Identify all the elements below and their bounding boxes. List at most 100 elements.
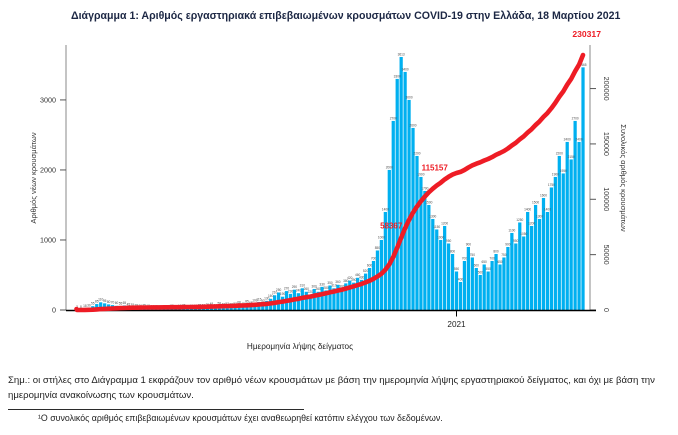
bar	[360, 279, 364, 310]
bar-value-label: 35	[131, 303, 135, 307]
bar-value-label: 330	[319, 282, 325, 286]
total-cases-label: 230317	[572, 29, 601, 39]
bar-value-label: 3000	[406, 95, 413, 99]
bar-value-label: 700	[462, 256, 468, 260]
bar	[561, 173, 565, 310]
chart-note: Σημ.: οι στήλες στο Διάγραμμα 1 εκφράζου…	[8, 375, 655, 401]
bar	[375, 250, 380, 310]
bar-value-label: 800	[493, 249, 499, 253]
bar	[201, 308, 206, 310]
cumulative-line	[74, 52, 586, 313]
bar	[391, 120, 395, 311]
bar	[193, 308, 198, 310]
y-axis-right-tick-label: 200000	[602, 77, 611, 101]
bar-value-label: 1750	[548, 183, 555, 187]
bar	[356, 277, 360, 310]
bar-value-label: 85	[245, 299, 249, 303]
bar	[308, 294, 312, 310]
bar-value-label: 70	[111, 301, 115, 305]
bar-value-label: 900	[505, 242, 511, 246]
bar-value-label: 1400	[382, 207, 389, 211]
bar-value-label: 1300	[536, 214, 543, 218]
bar	[304, 291, 308, 310]
bar-value-label: 300	[312, 284, 318, 288]
data-revision-footnote: ¹Ο συνολικός αριθμός επιβεβαιωμένων κρου…	[38, 413, 443, 423]
bar	[494, 253, 498, 310]
bar-value-label: 3465	[579, 63, 586, 67]
bar	[383, 211, 387, 310]
bar	[261, 303, 265, 310]
bar	[549, 187, 554, 310]
bar-value-label: 650	[497, 260, 503, 264]
bar	[522, 236, 526, 310]
bar-value-label: 1400	[524, 207, 531, 211]
bar	[530, 225, 534, 310]
bar-value-label: 115	[256, 297, 261, 301]
bar-value-label: 240	[296, 289, 302, 293]
bar-value-label: 90	[261, 299, 265, 303]
bar-value-label: 290	[292, 285, 298, 289]
bar-value-label: 1000	[437, 235, 444, 239]
bar	[213, 307, 217, 310]
bar-value-label: 1200	[441, 221, 448, 225]
bar	[510, 232, 514, 310]
bar-value-label: 2400	[576, 137, 583, 141]
bar-value-label: 460	[355, 273, 361, 277]
y-axis-right-tick-label: 0	[602, 308, 611, 312]
bar-value-label: 650	[482, 260, 488, 264]
bar-value-label: 1100	[508, 228, 515, 232]
bar	[336, 284, 340, 310]
bar	[99, 302, 103, 310]
bar-value-label: 1700	[421, 186, 428, 190]
bar-value-label: 3400	[402, 67, 409, 71]
bar	[348, 280, 352, 310]
bar-value-label: 1500	[532, 200, 539, 204]
bar-value-label: 900	[466, 242, 472, 246]
y-axis-left-tick-label: 2000	[40, 166, 56, 175]
y-axis-left-title: Αριθμός νέων κρουσμάτων	[29, 132, 38, 223]
bar-value-label: 300	[339, 284, 345, 288]
bar	[403, 71, 407, 310]
bar	[221, 307, 225, 310]
bar	[435, 229, 439, 310]
bar-value-label: 60	[115, 301, 119, 305]
bar-value-label: 95	[103, 299, 107, 303]
bar	[470, 257, 474, 310]
bar-value-label: 2700	[572, 116, 579, 120]
bar	[399, 57, 403, 310]
bar-value-label: 700	[489, 256, 495, 260]
bar	[439, 239, 443, 310]
bar	[581, 67, 585, 310]
bar-value-label: 1150	[433, 225, 440, 229]
bar	[462, 260, 467, 310]
bar-value-label: 48	[210, 302, 214, 306]
bar-value-label: 230	[288, 289, 294, 293]
bar-value-label: 800	[450, 249, 456, 253]
bar	[577, 141, 581, 310]
bar	[526, 211, 530, 310]
bar	[371, 260, 376, 310]
bar-value-label: 260	[315, 287, 321, 291]
bar-value-label: 700	[371, 256, 377, 260]
bar-value-label: 1900	[417, 172, 424, 176]
y-axis-right-tick-label: 100000	[602, 187, 611, 211]
bar-value-label: 250	[276, 288, 282, 292]
bar	[533, 204, 538, 310]
bar-value-label: 52	[225, 302, 229, 306]
bar-value-label: 750	[501, 253, 507, 257]
bar	[545, 211, 550, 310]
y-axis-left: 0 1000 2000 3000	[40, 45, 67, 315]
bar	[415, 155, 419, 310]
bar-value-label: 58	[218, 301, 222, 305]
bar-value-label: 100	[252, 298, 258, 302]
bar	[241, 306, 245, 310]
milestone-label: 58367	[380, 222, 403, 231]
bar-value-label: 270	[284, 286, 290, 290]
bar	[312, 288, 316, 310]
bar	[454, 271, 459, 310]
bar-value-label: 420	[347, 276, 353, 280]
bar-value-label: 130	[264, 296, 270, 300]
bar-value-label: 210	[272, 291, 278, 295]
